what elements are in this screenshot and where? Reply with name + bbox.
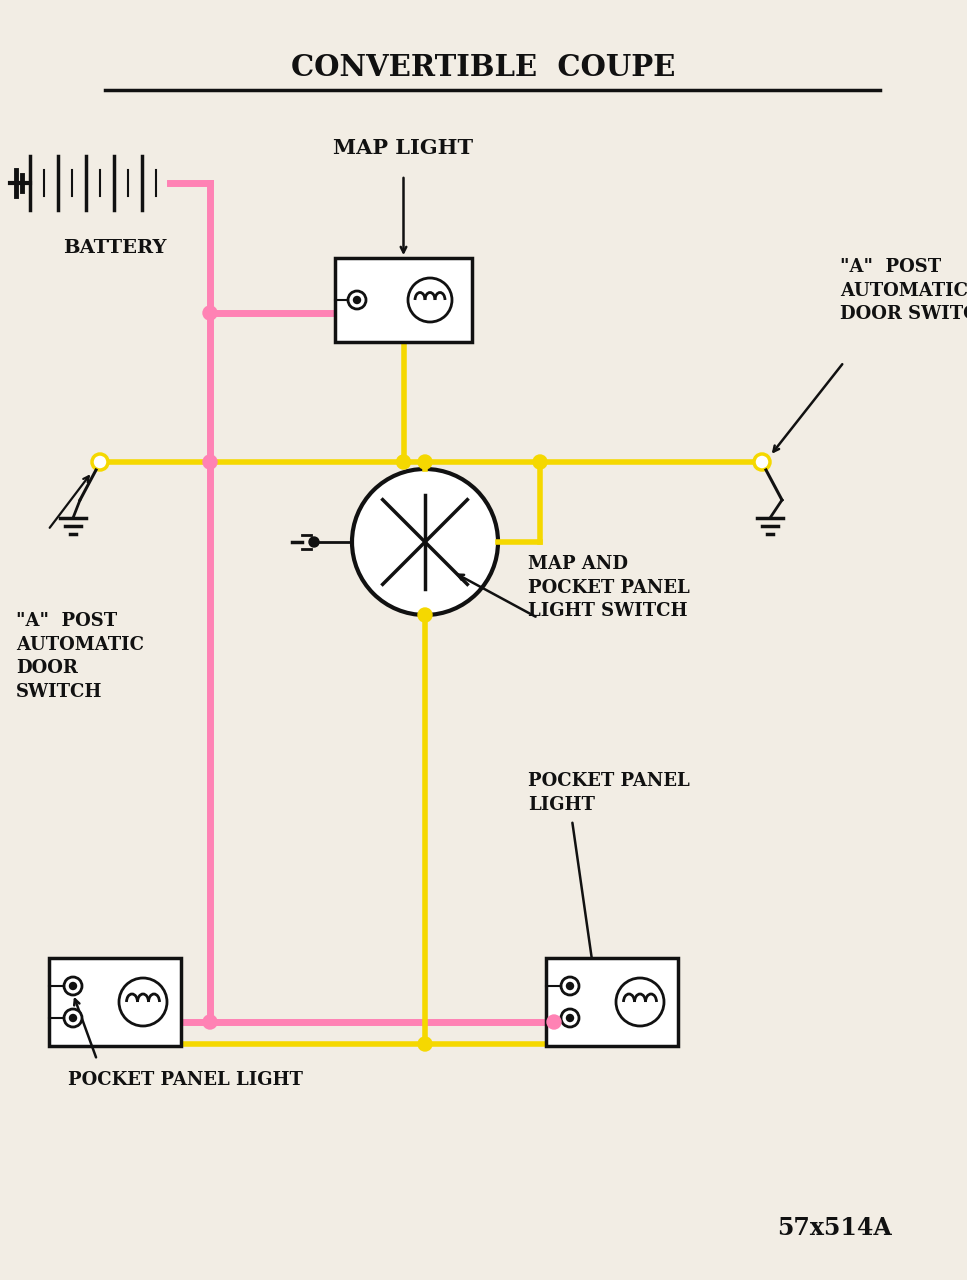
Circle shape (354, 297, 361, 303)
Text: POCKET PANEL LIGHT: POCKET PANEL LIGHT (68, 1071, 303, 1089)
Circle shape (396, 454, 411, 468)
Bar (49, 957, 181, 1046)
Circle shape (203, 1015, 217, 1029)
Circle shape (348, 291, 366, 308)
Circle shape (418, 608, 432, 622)
Circle shape (418, 1037, 432, 1051)
Circle shape (64, 977, 82, 995)
Circle shape (567, 1015, 573, 1021)
Circle shape (92, 454, 108, 470)
Text: 57x514A: 57x514A (777, 1216, 892, 1240)
Circle shape (533, 454, 547, 468)
Circle shape (352, 468, 498, 614)
Circle shape (70, 983, 76, 989)
Circle shape (70, 1015, 76, 1021)
Text: BATTERY: BATTERY (63, 239, 166, 257)
Circle shape (561, 977, 579, 995)
Bar (546, 957, 678, 1046)
Circle shape (64, 1009, 82, 1027)
Circle shape (418, 454, 432, 468)
Circle shape (309, 538, 319, 547)
Circle shape (203, 306, 217, 320)
Text: MAP LIGHT: MAP LIGHT (334, 138, 474, 157)
Circle shape (547, 1015, 561, 1029)
Text: MAP AND
POCKET PANEL
LIGHT SWITCH: MAP AND POCKET PANEL LIGHT SWITCH (528, 556, 689, 621)
Text: POCKET PANEL
LIGHT: POCKET PANEL LIGHT (528, 772, 689, 814)
Text: CONVERTIBLE  COUPE: CONVERTIBLE COUPE (291, 54, 675, 82)
Circle shape (561, 1009, 579, 1027)
Circle shape (203, 454, 217, 468)
Text: "A"  POST
AUTOMATIC
DOOR
SWITCH: "A" POST AUTOMATIC DOOR SWITCH (16, 612, 144, 700)
Circle shape (567, 983, 573, 989)
Text: "A"  POST
AUTOMATIC
DOOR SWITCH: "A" POST AUTOMATIC DOOR SWITCH (840, 259, 967, 323)
Circle shape (754, 454, 770, 470)
Bar (335, 259, 472, 342)
